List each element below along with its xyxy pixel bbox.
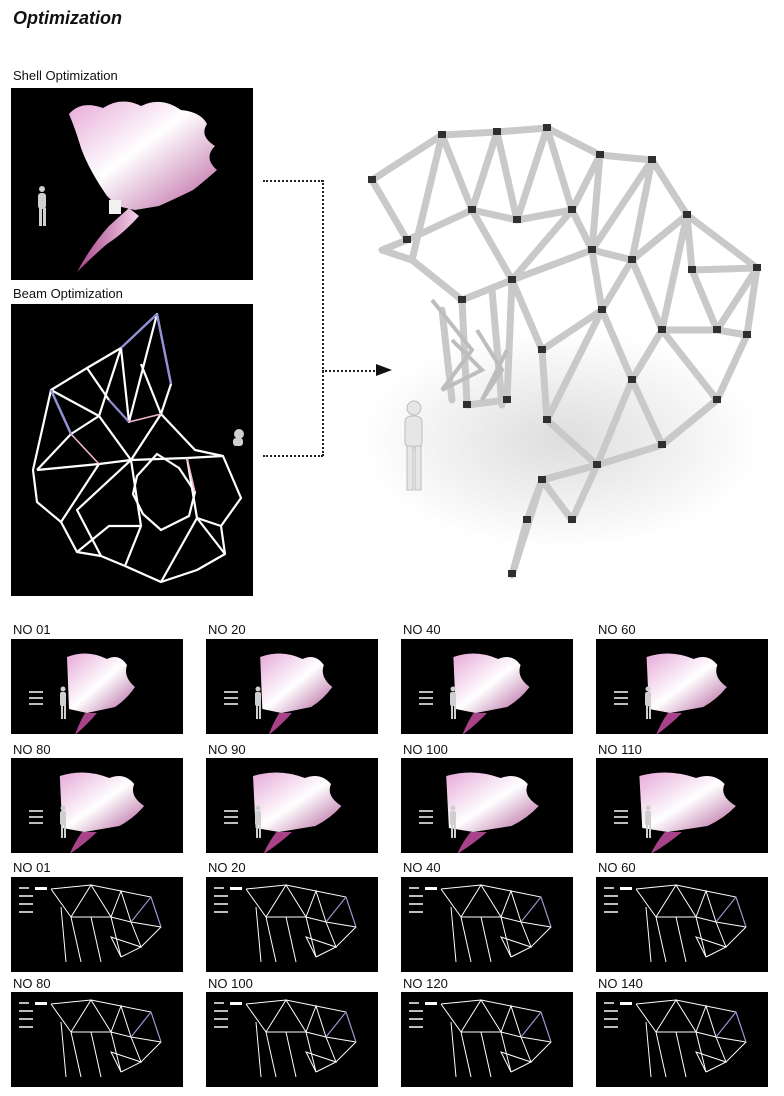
arrow-right-icon (376, 364, 392, 376)
beam-optimization-plan (11, 304, 253, 596)
connector-line-beam (263, 455, 323, 457)
shell-iteration-label: NO 01 (13, 622, 51, 637)
shell-iteration-thumbnail (596, 639, 768, 734)
joint-nodes (368, 124, 761, 577)
beam-iteration-label: NO 20 (208, 860, 246, 875)
shell-iteration-thumbnail (206, 639, 378, 734)
shell-iteration-label: NO 20 (208, 622, 246, 637)
human-figure-3d-icon (404, 400, 423, 491)
beam-iteration-thumbnail (401, 992, 573, 1087)
shell-optimization-label: Shell Optimization (13, 68, 118, 83)
beam-iteration-thumbnail (206, 877, 378, 972)
shell-iteration-label: NO 100 (403, 742, 448, 757)
shell-iteration-label: NO 60 (598, 622, 636, 637)
shell-iteration-thumbnail (206, 758, 378, 853)
beam-iteration-thumbnail (596, 877, 768, 972)
beam-iteration-label: NO 140 (598, 976, 643, 991)
beam-iteration-thumbnail (206, 992, 378, 1087)
beam-iteration-label: NO 60 (598, 860, 636, 875)
final-structure-render (332, 100, 780, 600)
human-figure-top-icon (233, 429, 244, 446)
page-title: Optimization (13, 8, 122, 28)
shell-iteration-thumbnail (596, 758, 768, 853)
shell-iteration-thumbnail (11, 639, 183, 734)
shell-iteration-label: NO 80 (13, 742, 51, 757)
connector-line-shell (263, 180, 323, 182)
shell-iteration-label: NO 40 (403, 622, 441, 637)
beam-iteration-thumbnail (401, 877, 573, 972)
shell-iteration-label: NO 90 (208, 742, 246, 757)
shell-optimization-render (11, 88, 253, 280)
beam-iteration-label: NO 01 (13, 860, 51, 875)
shell-iteration-thumbnail (11, 758, 183, 853)
beam-iteration-label: NO 80 (13, 976, 51, 991)
connector-line-to-render (322, 370, 378, 372)
beam-iteration-thumbnail (11, 992, 183, 1087)
beam-iteration-label: NO 100 (208, 976, 253, 991)
shell-iteration-thumbnail (401, 639, 573, 734)
beam-optimization-label: Beam Optimization (13, 286, 123, 301)
connector-line-vertical (322, 180, 324, 456)
human-figure-icon (38, 186, 46, 226)
beam-iteration-label: NO 120 (403, 976, 448, 991)
beam-iteration-thumbnail (596, 992, 768, 1087)
shell-iteration-label: NO 110 (598, 742, 642, 757)
beam-iteration-label: NO 40 (403, 860, 441, 875)
shell-iteration-thumbnail (401, 758, 573, 853)
beam-iteration-thumbnail (11, 877, 183, 972)
